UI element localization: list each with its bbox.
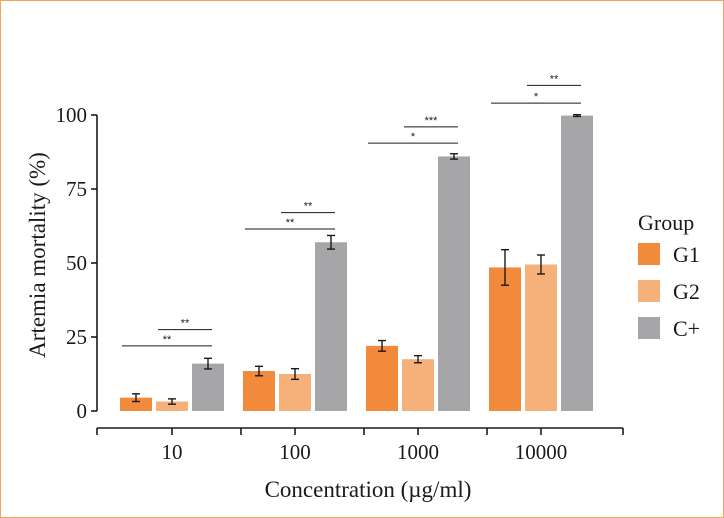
legend-swatch-g1 — [638, 243, 660, 265]
significance-label: *** — [425, 115, 439, 127]
x-tick-label: 1000 — [397, 440, 439, 464]
bar-g2-10000 — [525, 264, 557, 411]
x-tick-label: 100 — [279, 440, 311, 464]
bar-g2-100 — [279, 374, 311, 411]
significance-label: * — [411, 131, 416, 143]
y-tick-label: 50 — [66, 251, 87, 275]
bar-cplus-10000 — [561, 115, 593, 411]
y-tick-label: 75 — [66, 177, 87, 201]
bar-cplus-10 — [192, 363, 224, 411]
x-axis: 10 100 1000 10000 — [96, 427, 624, 464]
bar-cplus-100 — [315, 242, 347, 411]
legend-title: Group — [638, 210, 694, 235]
significance-label: ** — [550, 73, 559, 85]
bar-g2-10 — [156, 401, 188, 411]
significance-label: ** — [163, 334, 172, 346]
legend: Group G1 G2 C+ — [638, 210, 700, 341]
legend-label-cplus: C+ — [673, 316, 700, 341]
significance-layer: *************** — [122, 73, 581, 347]
x-tick-label: 10 — [162, 440, 183, 464]
bar-g1-100 — [243, 371, 275, 411]
significance-label: * — [534, 91, 539, 103]
x-axis-title: Concentration (µg/ml) — [265, 477, 472, 502]
legend-label-g1: G1 — [673, 242, 700, 267]
legend-swatch-g2 — [638, 280, 660, 302]
y-axis: 0 25 50 75 100 — [56, 103, 98, 423]
y-tick-label: 100 — [56, 103, 88, 127]
bar-g1-1000 — [366, 345, 398, 411]
y-tick-label: 0 — [77, 399, 88, 423]
bar-g1-10 — [120, 397, 152, 411]
significance-label: ** — [181, 318, 190, 330]
error-bars-layer — [132, 114, 581, 405]
bar-g2-1000 — [402, 359, 434, 411]
y-axis-title: Artemia mortality (%) — [25, 152, 50, 358]
bar-g1-10000 — [489, 267, 521, 411]
x-tick-label: 10000 — [515, 440, 568, 464]
legend-label-g2: G2 — [673, 279, 700, 304]
significance-label: ** — [304, 201, 313, 213]
y-tick-label: 25 — [66, 325, 87, 349]
significance-label: ** — [286, 217, 295, 229]
bars-layer — [120, 115, 593, 411]
legend-swatch-cplus — [638, 317, 660, 339]
bar-cplus-1000 — [438, 156, 470, 411]
